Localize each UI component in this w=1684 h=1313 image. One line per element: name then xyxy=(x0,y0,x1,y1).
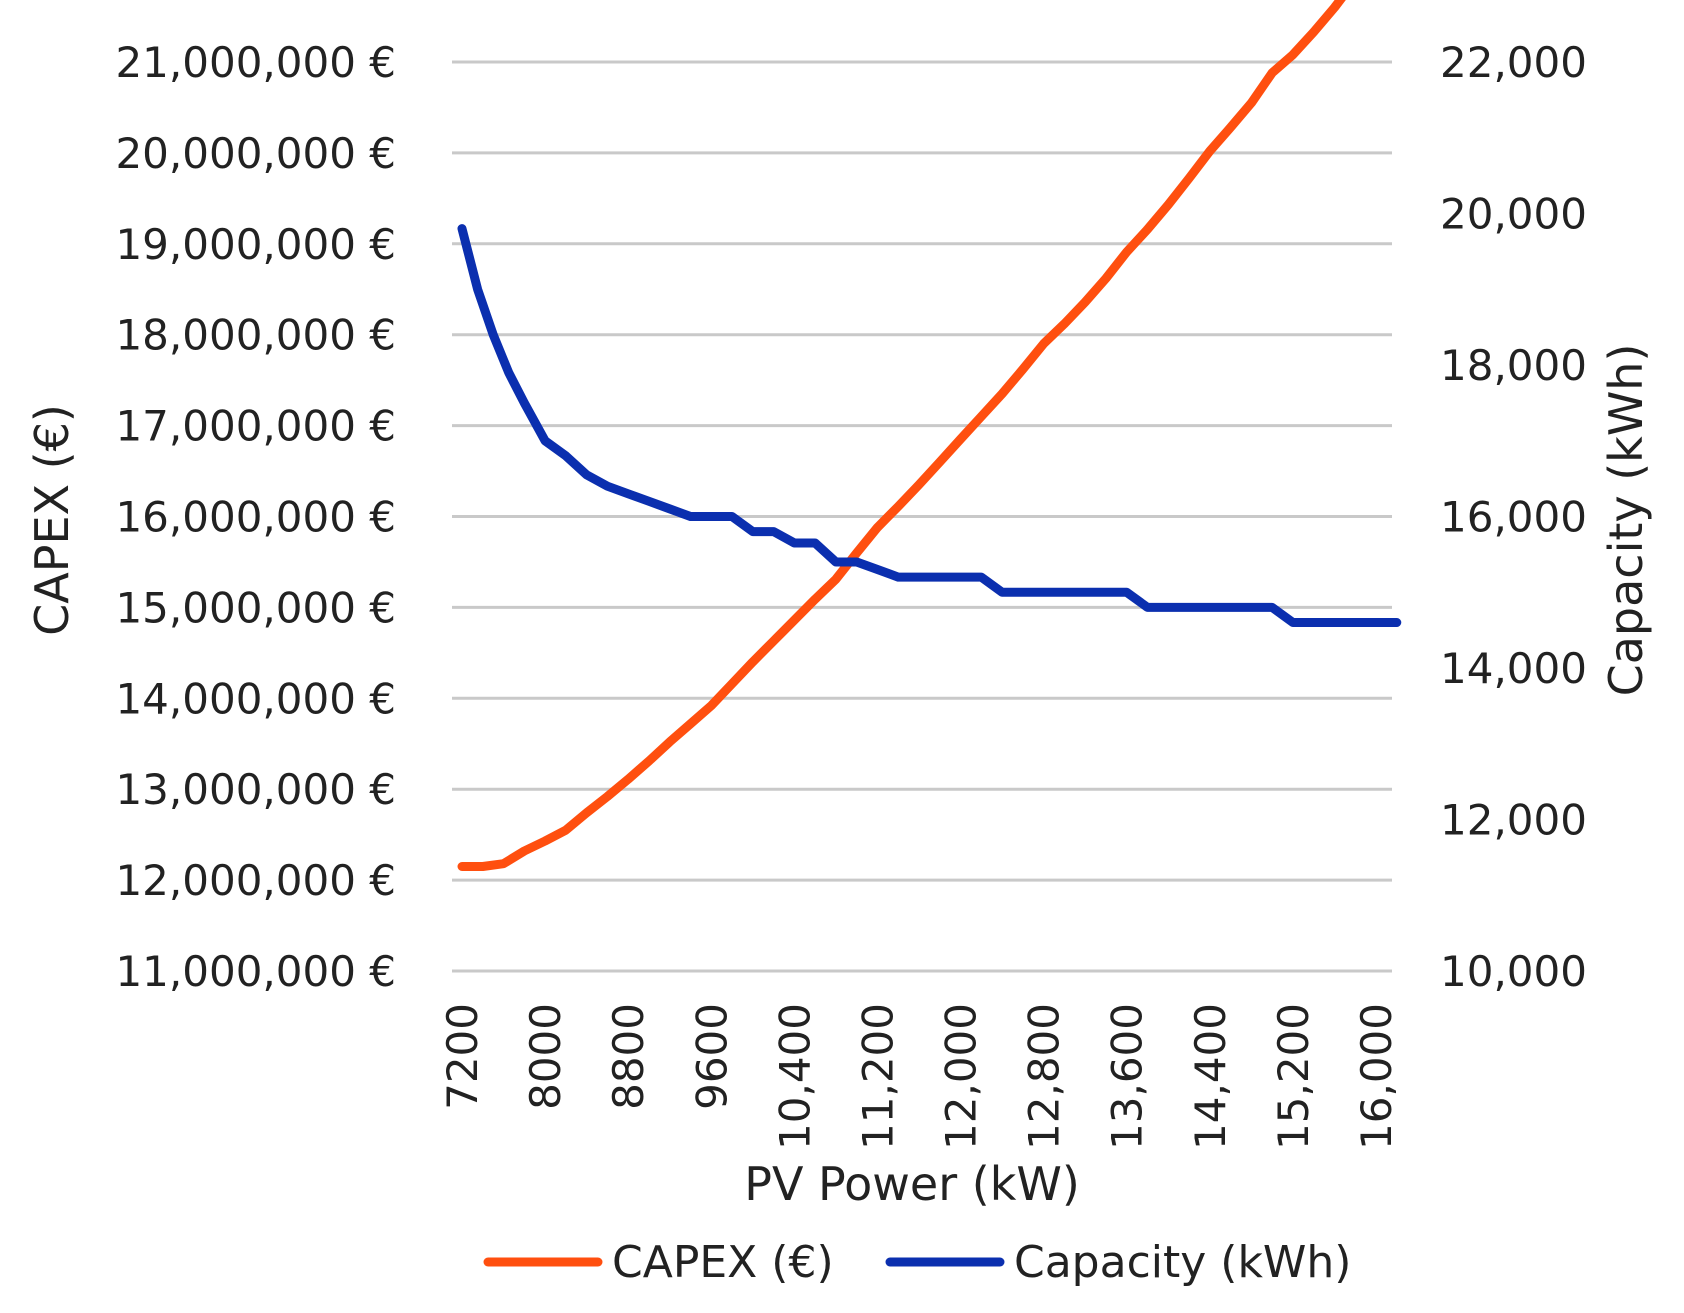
y-left-tick-label: 11,000,000 € xyxy=(115,947,396,996)
x-tick-label: 8800 xyxy=(604,1003,653,1110)
y-right-tick-label: 18,000 xyxy=(1440,341,1587,390)
y-left-tick-label: 13,000,000 € xyxy=(115,765,396,814)
legend-label-capacity: Capacity (kWh) xyxy=(1014,1237,1351,1288)
y-right-tick-label: 12,000 xyxy=(1440,796,1587,845)
x-tick-label: 13,600 xyxy=(1103,1003,1152,1150)
y-left-tick-label: 15,000,000 € xyxy=(115,583,396,632)
y-left-tick-label: 21,000,000 € xyxy=(115,38,396,87)
x-tick-label: 7200 xyxy=(438,1003,487,1110)
y-left-tick-label: 16,000,000 € xyxy=(115,493,396,542)
y-right-tick-label: 10,000 xyxy=(1440,947,1587,996)
x-tick-label: 16,000 xyxy=(1352,1003,1401,1150)
y-right-tick-label: 14,000 xyxy=(1440,644,1587,693)
y-left-tick-label: 20,000,000 € xyxy=(115,129,396,178)
x-axis-ticks: 7200 8000 8800 9600 10,400 11,200 12,000 12,800… xyxy=(438,1003,1401,1150)
x-tick-label: 12,800 xyxy=(1020,1003,1069,1150)
capex-series-line xyxy=(457,0,1346,871)
x-tick-label: 15,200 xyxy=(1269,1003,1318,1150)
x-axis-title: PV Power (kW) xyxy=(744,1157,1080,1211)
x-tick-label: 14,400 xyxy=(1186,1003,1235,1150)
x-tick-label: 12,000 xyxy=(937,1003,986,1150)
y-left-tick-label: 12,000,000 € xyxy=(115,856,396,905)
x-tick-label: 9600 xyxy=(687,1003,736,1110)
y-left-axis-title: CAPEX (€) xyxy=(25,404,79,636)
y-right-tick-label: 20,000 xyxy=(1440,190,1587,239)
x-tick-label: 10,400 xyxy=(770,1003,819,1150)
x-tick-label: 8000 xyxy=(521,1003,570,1110)
y-right-tick-label: 16,000 xyxy=(1440,493,1587,542)
y-left-tick-label: 17,000,000 € xyxy=(115,402,396,451)
y-left-tick-label: 14,000,000 € xyxy=(115,674,396,723)
left-axis-ticks: 11,000,000 € 12,000,000 € 13,000,000 € 14,0… xyxy=(115,38,396,996)
y-right-tick-label: 22,000 xyxy=(1440,38,1587,87)
y-left-tick-label: 18,000,000 € xyxy=(115,311,396,360)
y-right-axis-title: Capacity (kWh) xyxy=(1599,344,1653,697)
capacity-series-line xyxy=(457,224,1402,627)
legend: CAPEX (€) Capacity (kWh) xyxy=(483,1237,1351,1288)
y-left-tick-label: 19,000,000 € xyxy=(115,220,396,269)
legend-label-capex: CAPEX (€) xyxy=(612,1237,834,1288)
series-lines xyxy=(457,0,1402,871)
right-axis-ticks: 10,000 12,000 14,000 16,000 18,000 20,000 22,0… xyxy=(1440,38,1587,996)
gridlines xyxy=(452,60,1392,973)
x-tick-label: 11,200 xyxy=(853,1003,902,1150)
